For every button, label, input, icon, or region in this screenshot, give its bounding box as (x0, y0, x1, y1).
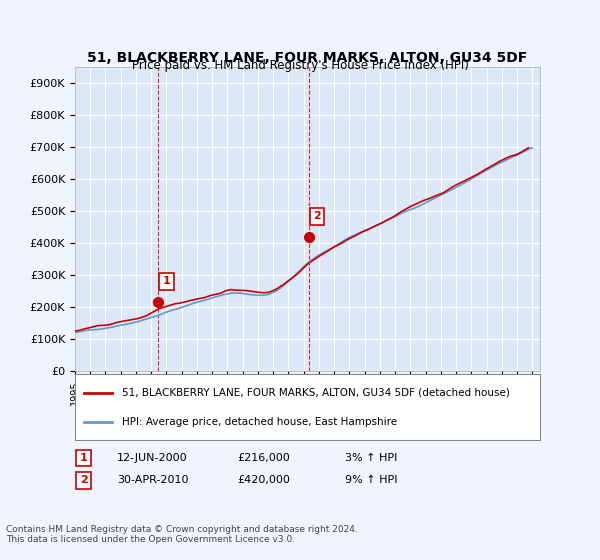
Text: £216,000: £216,000 (238, 453, 290, 463)
Text: 1: 1 (163, 277, 170, 287)
Text: 51, BLACKBERRY LANE, FOUR MARKS, ALTON, GU34 5DF (detached house): 51, BLACKBERRY LANE, FOUR MARKS, ALTON, … (121, 388, 509, 398)
Title: 51, BLACKBERRY LANE, FOUR MARKS, ALTON, GU34 5DF: 51, BLACKBERRY LANE, FOUR MARKS, ALTON, … (88, 50, 527, 64)
Text: 1: 1 (80, 453, 88, 463)
Text: £420,000: £420,000 (238, 475, 290, 485)
Text: 12-JUN-2000: 12-JUN-2000 (117, 453, 187, 463)
Text: 3% ↑ HPI: 3% ↑ HPI (344, 453, 397, 463)
Text: Contains HM Land Registry data © Crown copyright and database right 2024.
This d: Contains HM Land Registry data © Crown c… (6, 525, 358, 544)
Text: 9% ↑ HPI: 9% ↑ HPI (344, 475, 397, 485)
Text: 30-APR-2010: 30-APR-2010 (117, 475, 188, 485)
Text: 2: 2 (80, 475, 88, 485)
Text: 2: 2 (313, 211, 321, 221)
Text: HPI: Average price, detached house, East Hampshire: HPI: Average price, detached house, East… (121, 417, 397, 427)
Text: Price paid vs. HM Land Registry's House Price Index (HPI): Price paid vs. HM Land Registry's House … (131, 59, 469, 72)
